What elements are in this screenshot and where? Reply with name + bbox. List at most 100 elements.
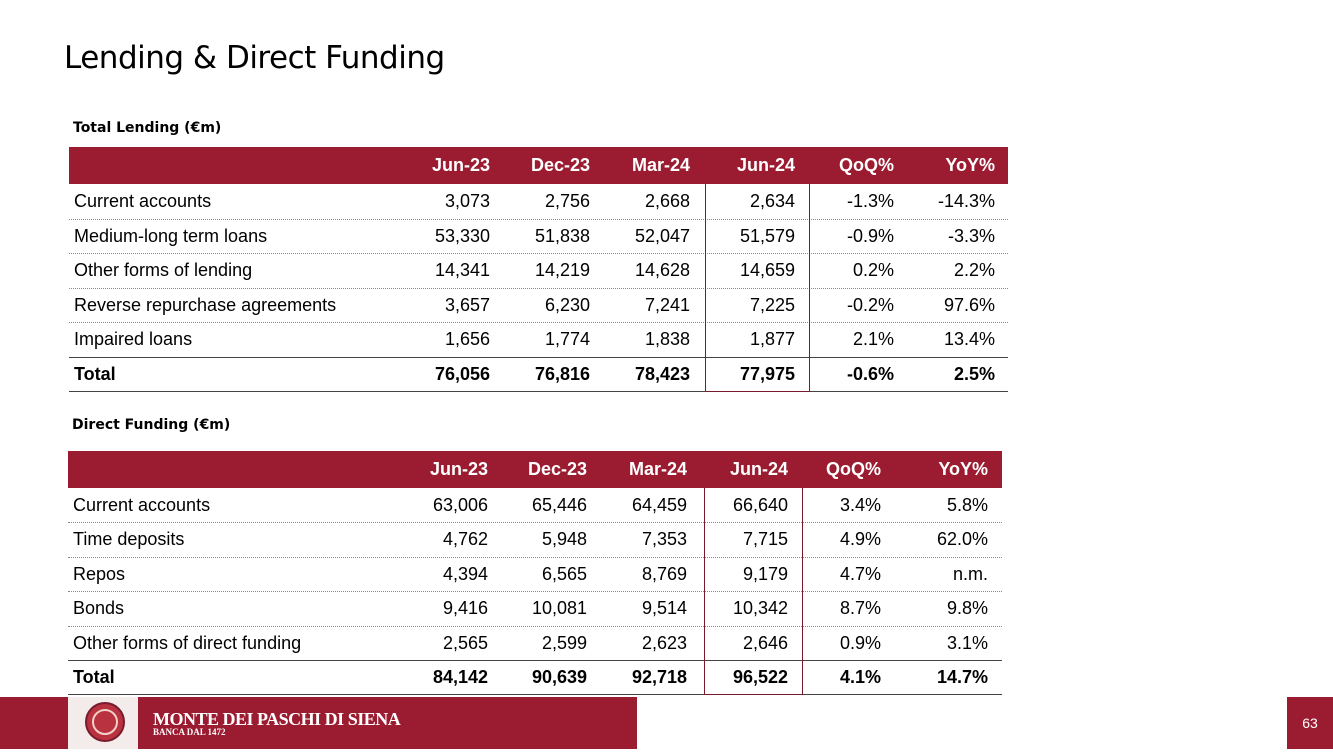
row-separator <box>68 522 1002 524</box>
header-cell: Dec-23 <box>527 459 587 479</box>
cell: 14.7% <box>936 667 988 687</box>
cell: 96,522 <box>732 667 788 687</box>
cell: 76,056 <box>434 363 490 384</box>
cell: 76,816 <box>534 363 590 384</box>
cell: 4,394 <box>442 563 488 584</box>
cell: 6,230 <box>544 294 590 315</box>
cell: 14,219 <box>534 260 590 280</box>
cell: 10,342 <box>732 598 788 619</box>
total-label: Total <box>74 363 116 384</box>
cell: 92,718 <box>631 667 687 687</box>
cell: 53,330 <box>434 225 490 246</box>
slide-title: Lending & Direct Funding <box>64 40 445 76</box>
row-separator <box>69 287 1008 289</box>
cell: 7,241 <box>644 294 690 315</box>
cell: 1,774 <box>544 329 590 349</box>
cell: 78,423 <box>634 363 690 384</box>
row-separator <box>68 591 1002 593</box>
cell: 51,579 <box>739 225 795 246</box>
total-rule <box>69 356 1008 358</box>
cell: 3.1% <box>946 632 988 653</box>
total-label: Total <box>73 667 115 687</box>
cell: 14,628 <box>634 260 690 280</box>
header-cell: QoQ% <box>825 459 881 479</box>
cell: 62.0% <box>936 529 988 550</box>
cell: 10,081 <box>531 598 587 619</box>
brand: MONTE DEI PASCHI DI SIENA <box>153 709 401 729</box>
cell: 1,656 <box>444 329 490 349</box>
logo <box>85 702 125 742</box>
cell: 51,838 <box>534 225 590 246</box>
cell: 1,877 <box>749 329 795 349</box>
total-rule <box>68 660 1002 661</box>
cell: 14,659 <box>739 260 795 280</box>
row-label: Repos <box>73 563 126 584</box>
cell: 2,565 <box>442 632 488 653</box>
cell: n.m. <box>952 563 988 584</box>
row-separator <box>68 625 1002 627</box>
cell: 66,640 <box>732 495 788 515</box>
table-caption: Direct Funding (€m) <box>72 417 231 433</box>
cell: 13.4% <box>943 329 995 349</box>
cell: 8,769 <box>641 563 687 584</box>
cell: -0.2% <box>846 294 894 315</box>
row-separator <box>69 253 1008 254</box>
cell: 90,639 <box>531 667 587 687</box>
header-cell: YoY% <box>938 459 988 479</box>
cell: -0.6% <box>846 363 894 384</box>
cell: 52,047 <box>634 225 690 246</box>
row-label: Bonds <box>73 598 125 619</box>
table-bottom-rule <box>69 391 1008 392</box>
cell: 2.2% <box>953 260 995 280</box>
cell: -3.3% <box>947 225 995 246</box>
cell: 9,514 <box>641 598 687 619</box>
cell: 2,756 <box>544 191 590 211</box>
page-number: 63 <box>1287 697 1333 749</box>
cell: 0.9% <box>839 632 881 653</box>
cell: 84,142 <box>432 667 488 687</box>
cell: 2,623 <box>641 632 687 653</box>
header-cell: Mar-24 <box>631 155 690 175</box>
header-cell: YoY% <box>945 155 995 175</box>
cell: 2,599 <box>541 632 587 653</box>
table-caption: Total Lending (€m) <box>73 120 222 136</box>
cell: 63,006 <box>432 495 488 515</box>
header-cell: Mar-24 <box>628 459 687 479</box>
logo-area <box>68 697 138 749</box>
cell: 4.7% <box>839 563 881 584</box>
table-header <box>68 451 1002 488</box>
header-cell: Jun-23 <box>431 155 490 175</box>
row-label: Medium-long term loans <box>74 225 268 246</box>
cell: 14,341 <box>434 260 490 280</box>
cell: 1,838 <box>644 329 690 349</box>
row-label: Current accounts <box>73 495 211 515</box>
cell: 0.2% <box>852 260 894 280</box>
cell: -0.9% <box>846 225 894 246</box>
cell: 9,416 <box>442 598 488 619</box>
cell: 64,459 <box>631 495 687 515</box>
highlight-box <box>704 488 803 696</box>
row-separator <box>69 322 1008 323</box>
highlight-box <box>705 184 810 392</box>
table-bottom-rule <box>68 694 1002 696</box>
table-header <box>69 147 1008 184</box>
row-label: Impaired loans <box>74 329 193 349</box>
cell: 6,565 <box>541 563 587 584</box>
header-cell: QoQ% <box>838 155 894 175</box>
cell: 2,668 <box>644 191 690 211</box>
cell: 3,657 <box>444 294 490 315</box>
row-label: Other forms of lending <box>74 260 253 280</box>
cell: 5.8% <box>946 495 988 515</box>
cell: 4.1% <box>839 667 881 687</box>
cell: 7,715 <box>742 529 788 550</box>
cell: 77,975 <box>739 363 795 384</box>
cell: 7,353 <box>641 529 687 550</box>
cell: 3,073 <box>444 191 490 211</box>
header-cell: Jun-23 <box>429 459 488 479</box>
cell: 9.8% <box>946 598 988 619</box>
cell: 2,646 <box>742 632 788 653</box>
cell: 8.7% <box>839 598 881 619</box>
row-label: Other forms of direct funding <box>73 632 302 653</box>
row-separator <box>69 218 1008 220</box>
